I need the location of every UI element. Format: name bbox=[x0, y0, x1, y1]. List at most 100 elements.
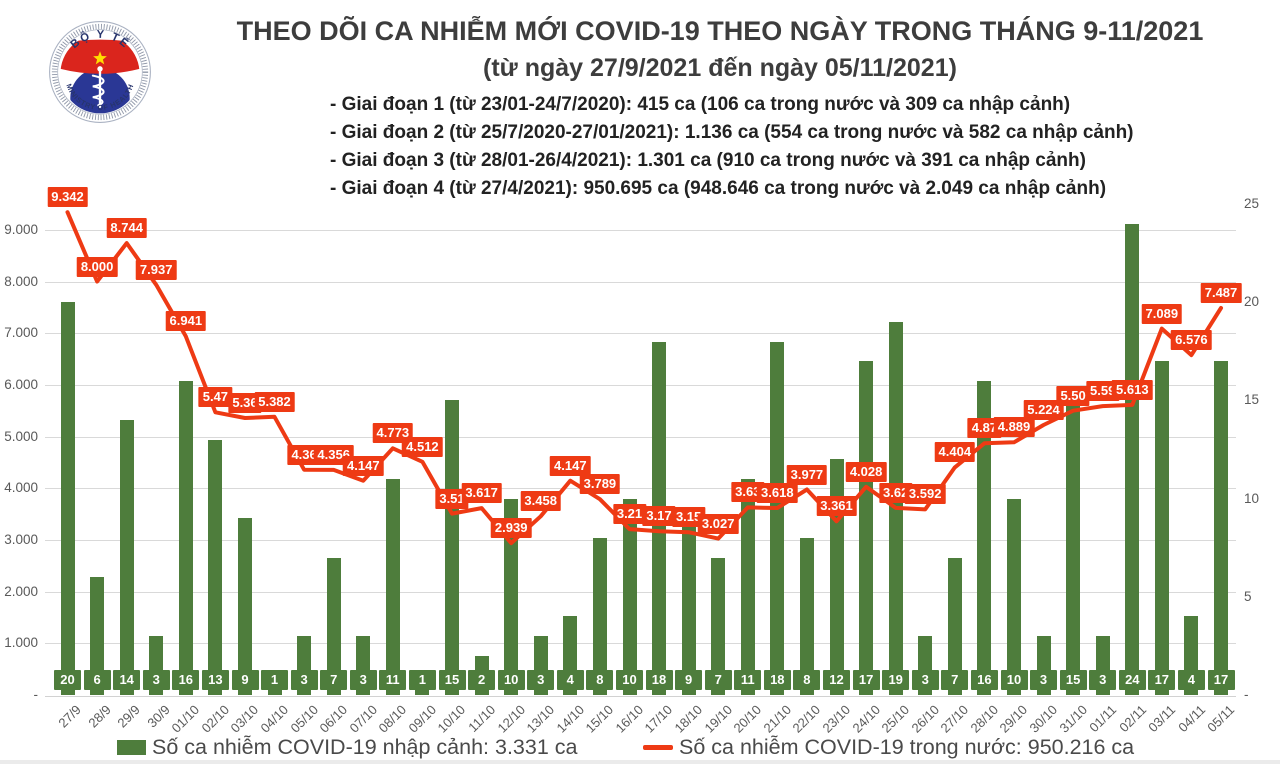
line-value-label: 5.47 bbox=[198, 387, 233, 408]
bar bbox=[1066, 400, 1081, 695]
bar-value-label: 3 bbox=[911, 670, 939, 690]
bar-value-label: 8 bbox=[586, 670, 614, 690]
bar-value-label: 11 bbox=[734, 670, 762, 690]
line-value-label: 4.36 bbox=[287, 444, 321, 465]
x-axis-date-label: 27/10 bbox=[937, 702, 972, 736]
line-value-label: 4.404 bbox=[934, 442, 976, 463]
bar-value-label: 1 bbox=[408, 670, 436, 690]
bar bbox=[711, 557, 726, 695]
bar bbox=[208, 439, 223, 695]
x-axis-date-label: 02/11 bbox=[1115, 702, 1149, 735]
bar-value-label: 3 bbox=[349, 670, 377, 690]
page-subtitle: (từ ngày 27/9/2021 đến ngày 05/11/2021) bbox=[483, 54, 957, 82]
bar bbox=[60, 302, 75, 695]
line-value-label: 5.613 bbox=[1112, 379, 1153, 400]
bar bbox=[592, 537, 607, 695]
bar-value-label: 17 bbox=[1148, 670, 1176, 690]
x-axis-date-label: 21/10 bbox=[760, 702, 794, 736]
line-value-label: 7.937 bbox=[135, 259, 177, 280]
x-axis-date-label: 04/11 bbox=[1175, 702, 1209, 735]
line-value-label: 4.028 bbox=[845, 461, 887, 482]
gridline bbox=[45, 436, 1236, 438]
legend-label: Số ca nhiễm COVID-19 trong nước: 950.216… bbox=[679, 735, 1135, 759]
x-axis-date-label: 29/10 bbox=[996, 702, 1031, 736]
bar-value-label: 24 bbox=[1118, 670, 1146, 690]
bar-value-label: 10 bbox=[497, 670, 525, 690]
bar-value-label: 20 bbox=[54, 670, 81, 690]
left-axis-tick-label: - bbox=[33, 687, 39, 702]
logo-hatched-ring bbox=[51, 23, 149, 121]
x-axis-date-label: 31/10 bbox=[1056, 702, 1090, 736]
x-axis-date-label: 27/9 bbox=[55, 702, 85, 731]
line-value-label: 3.63 bbox=[731, 482, 765, 503]
bar bbox=[385, 479, 400, 695]
x-axis-date-label: 05/11 bbox=[1204, 702, 1238, 735]
x-axis-date-label: 05/10 bbox=[287, 702, 321, 736]
bar-value-label: 1 bbox=[261, 670, 288, 690]
line-value-label: 4.87 bbox=[967, 418, 1002, 439]
line-value-label: 7.487 bbox=[1200, 283, 1242, 303]
bar bbox=[90, 577, 105, 695]
bar-value-label: 7 bbox=[704, 670, 732, 690]
x-axis-line bbox=[45, 696, 1236, 697]
bar bbox=[1154, 361, 1169, 695]
left-axis-tick-label: 2.000 bbox=[4, 583, 38, 599]
left-axis-tick-label: 9.000 bbox=[4, 221, 38, 237]
bar bbox=[829, 459, 844, 695]
line-value-label: 3.027 bbox=[697, 513, 739, 534]
bar bbox=[681, 518, 696, 695]
left-axis-tick-label: 7.000 bbox=[4, 325, 38, 341]
line-value-label: 4.147 bbox=[343, 455, 384, 476]
x-axis-date-label: 09/10 bbox=[405, 702, 440, 736]
gridline bbox=[45, 333, 1236, 335]
right-axis-tick-label: 10 bbox=[1244, 490, 1260, 506]
bar-value-label: 13 bbox=[201, 670, 229, 690]
legend-item-domestic-cases: Số ca nhiễm COVID-19 trong nước: 950.216… bbox=[643, 735, 1134, 760]
line-value-label: 4.147 bbox=[550, 455, 591, 476]
line-value-label: 3.977 bbox=[786, 464, 828, 485]
bar-value-label: 15 bbox=[1059, 670, 1087, 690]
x-axis-date-label: 28/9 bbox=[85, 702, 114, 731]
line-value-label: 3.361 bbox=[816, 496, 857, 517]
logo-staff-and-snake bbox=[91, 66, 105, 108]
bar-value-label: 12 bbox=[823, 670, 850, 690]
line-value-label: 8.744 bbox=[106, 218, 147, 239]
right-axis-tick-label: 15 bbox=[1244, 392, 1260, 408]
bar-value-label: 10 bbox=[1000, 670, 1028, 690]
page-title: THEO DÕI CA NHIỄM MỚI COVID-19 THEO NGÀY… bbox=[236, 16, 1204, 46]
x-axis-date-label: 22/10 bbox=[789, 702, 824, 736]
bar bbox=[326, 557, 341, 695]
line-value-label: 3.21 bbox=[612, 504, 647, 525]
phase-summary-list: - Giai đoạn 1 (từ 23/01-24/7/2020): 415 … bbox=[330, 91, 1134, 203]
bar bbox=[1007, 498, 1021, 695]
bar bbox=[740, 479, 755, 695]
x-axis-date-label: 30/9 bbox=[144, 702, 173, 731]
x-axis-date-label: 01/10 bbox=[168, 702, 203, 736]
x-axis-date-label: 10/10 bbox=[434, 702, 469, 736]
bar bbox=[947, 557, 962, 695]
bar-value-label: 18 bbox=[763, 670, 791, 690]
left-axis-tick-label: 6.000 bbox=[4, 376, 38, 392]
x-axis-date-label: 25/10 bbox=[878, 702, 913, 736]
bar bbox=[859, 361, 874, 695]
x-axis-date-label: 15/10 bbox=[582, 702, 617, 736]
line-series-path bbox=[65, 210, 1223, 546]
bar-value-label: 11 bbox=[379, 670, 407, 690]
gridline bbox=[45, 591, 1236, 593]
bar-value-label: 2 bbox=[468, 670, 496, 690]
bar-value-label: 14 bbox=[113, 670, 141, 690]
x-axis-date-label: 23/10 bbox=[819, 702, 854, 736]
bar-value-label: 9 bbox=[675, 670, 703, 690]
bar-value-label: 9 bbox=[231, 670, 259, 690]
x-axis-date-label: 03/10 bbox=[227, 702, 262, 736]
bar-value-label: 15 bbox=[438, 670, 466, 690]
line-value-label: 3.592 bbox=[904, 484, 946, 505]
x-axis-date-label: 30/10 bbox=[1026, 702, 1061, 736]
bar bbox=[504, 498, 519, 695]
line-value-label: 3.15 bbox=[671, 507, 706, 528]
line-value-label: 8.000 bbox=[76, 256, 118, 277]
bar-series-swatch bbox=[117, 740, 146, 755]
bar-value-label: 17 bbox=[1207, 670, 1235, 690]
phase-1-summary: - Giai đoạn 1 (từ 23/01-24/7/2020): 415 … bbox=[330, 94, 1071, 115]
